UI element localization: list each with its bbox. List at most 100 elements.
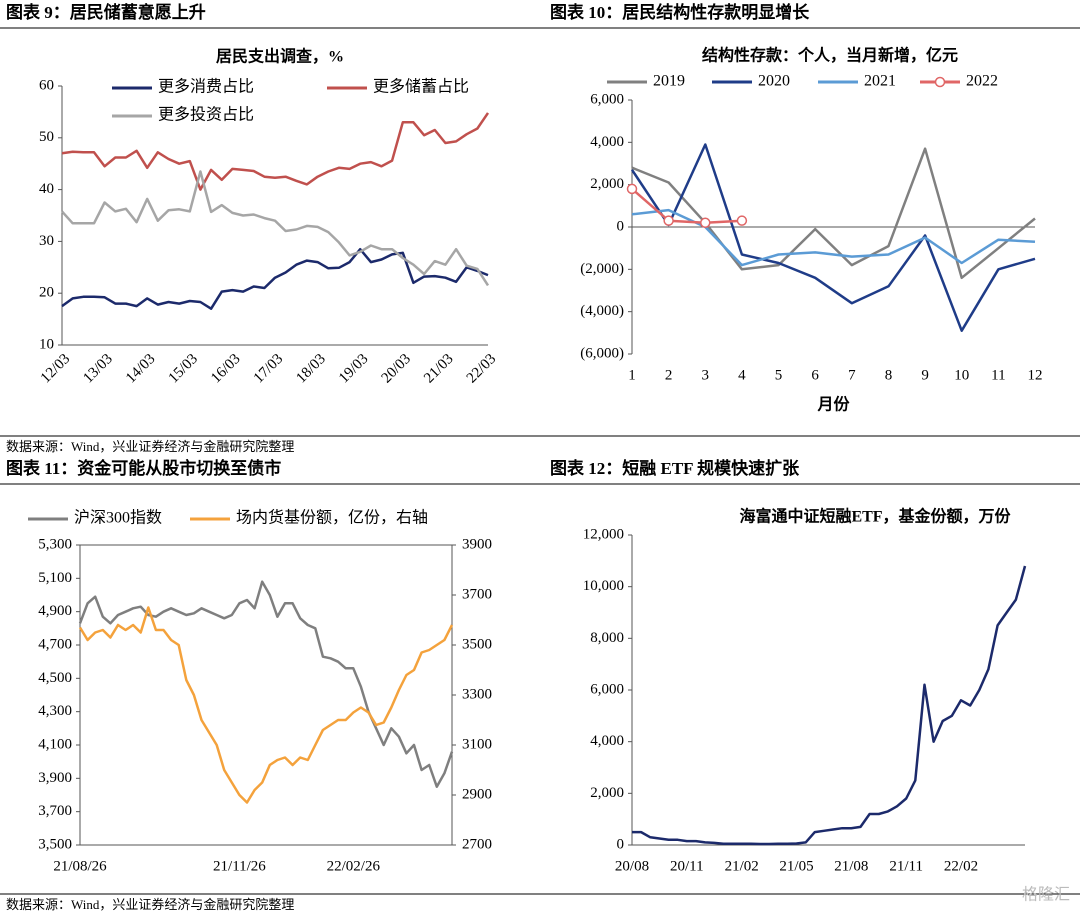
legend-label: 沪深300指数 (74, 509, 162, 527)
legend-label: 场内货基份额，亿份，右轴 (236, 509, 428, 527)
x-tick-label: 7 (848, 367, 856, 383)
x-tick-label: 10 (954, 367, 969, 383)
series-line (631, 147, 1036, 280)
series-line (631, 208, 1036, 267)
y-tick-label: (6,000) (580, 345, 624, 361)
legend-label: 更多储蓄占比 (373, 78, 469, 96)
series-line (631, 187, 742, 225)
legend-label: 2021 (864, 73, 896, 90)
x-tick-label: 4 (738, 367, 746, 383)
x-axis-label: 月份 (816, 395, 850, 414)
y2-tick-label: 3500 (462, 636, 492, 652)
y-tick-label: 4,900 (38, 603, 72, 619)
legend-label: 2020 (758, 73, 790, 90)
y-tick-label: 6,000 (590, 681, 624, 697)
y-tick-label: 30 (39, 233, 54, 249)
figure-heading: 图表 9：居民储蓄意愿上升 (6, 2, 206, 22)
y-tick-label: 3,500 (38, 836, 72, 852)
y-tick-label: 0 (617, 218, 625, 234)
legend-marker (934, 76, 946, 88)
figure-heading: 图表 11：资金可能从股市切换至债市 (6, 458, 281, 478)
y-tick-label: 2,000 (590, 785, 624, 801)
legend-label: 更多投资占比 (158, 106, 254, 124)
x-tick-label: 1 (628, 367, 636, 383)
y-tick-label: 10 (39, 336, 54, 352)
x-tick-label: 14/03 (123, 351, 158, 386)
series-line (632, 565, 1027, 846)
x-tick-label: 6 (811, 367, 819, 383)
y-tick-label: 4,500 (38, 670, 72, 686)
x-tick-label: 19/03 (336, 351, 371, 386)
x-tick-label: 21/08 (834, 858, 868, 874)
y-tick-label: 4,100 (38, 736, 72, 752)
x-tick-label: 12 (1028, 367, 1043, 383)
y2-tick-label: 3100 (462, 736, 492, 752)
point (700, 217, 711, 229)
series-line (630, 143, 1036, 332)
y2-tick-label: 3300 (462, 686, 492, 702)
figure-heading: 图表 12：短融 ETF 规模快速扩张 (550, 458, 800, 478)
legend-label: 更多消费占比 (158, 78, 254, 96)
legend-label: 2022 (966, 73, 998, 90)
y-tick-label: (2,000) (580, 261, 624, 277)
point (626, 183, 638, 195)
y-tick-label: 4,000 (590, 733, 624, 749)
series-line (61, 112, 490, 191)
x-tick-label: 21/02 (725, 858, 759, 874)
x-tick-label: 22/02 (944, 858, 978, 874)
x-tick-label: 15/03 (166, 351, 201, 386)
x-tick-label: 9 (921, 367, 929, 383)
x-tick-label: 21/11/26 (213, 858, 266, 874)
y-tick-label: 4,700 (38, 636, 72, 652)
y-tick-label: 5,300 (38, 536, 72, 552)
x-tick-label: 21/05 (779, 858, 813, 874)
x-tick-label: 21/08/26 (53, 858, 107, 874)
x-tick-label: 20/08 (615, 858, 649, 874)
source: 数据来源：Wind，兴业证券经济与金融研究院整理 (6, 439, 294, 454)
point (663, 215, 674, 226)
x-tick-label: 21/11 (889, 858, 923, 874)
x-tick-label: 21/03 (421, 351, 456, 386)
y2-tick-label: 2700 (462, 836, 492, 852)
x-tick-label: 22/03 (464, 351, 499, 386)
x-tick-label: 2 (665, 367, 673, 383)
y-tick-label: 2,000 (590, 176, 624, 192)
x-tick-label: 12/03 (38, 351, 73, 386)
x-tick-label: 13/03 (80, 351, 115, 386)
y-tick-label: 60 (39, 77, 54, 93)
y-tick-label: 5,100 (38, 570, 72, 586)
x-tick-label: 16/03 (208, 351, 243, 386)
y2-tick-label: 3700 (462, 586, 492, 602)
y-tick-label: 0 (617, 836, 625, 852)
figure-heading: 图表 10：居民结构性存款明显增长 (550, 2, 810, 22)
y2-tick-label: 2900 (462, 786, 492, 802)
y-tick-label: 20 (39, 285, 54, 301)
y-tick-label: 12,000 (583, 526, 624, 542)
y-tick-label: 3,700 (38, 803, 72, 819)
x-tick-label: 3 (702, 367, 710, 383)
y-tick-label: 4,300 (38, 703, 72, 719)
y-tick-label: 10,000 (583, 578, 624, 594)
y2-tick-label: 3900 (462, 536, 492, 552)
series-line (61, 170, 490, 287)
point (736, 215, 748, 226)
y-tick-label: 8,000 (590, 630, 624, 646)
chart-title: 结构性存款：个人，当月新增，亿元 (701, 46, 958, 65)
x-tick-label: 22/02/26 (327, 858, 381, 874)
chart-title: 海富通中证短融ETF，基金份额，万份 (739, 507, 1011, 526)
series-line (78, 580, 454, 788)
source: 数据来源：Wind，兴业证券经济与金融研究院整理 (6, 897, 294, 912)
x-tick-label: 20/03 (379, 351, 414, 386)
x-tick-label: 8 (885, 367, 893, 383)
chart-title: 居民支出调查，% (216, 47, 344, 66)
y-tick-label: 3,900 (38, 770, 72, 786)
x-tick-label: 20/11 (670, 858, 704, 874)
x-tick-label: 18/03 (293, 351, 328, 386)
y-tick-label: 6,000 (590, 91, 624, 107)
series-line (61, 247, 489, 310)
y-tick-label: 40 (39, 181, 54, 197)
y-tick-label: 50 (39, 129, 54, 145)
y-tick-label: 4,000 (590, 134, 624, 150)
x-tick-label: 5 (775, 367, 783, 383)
